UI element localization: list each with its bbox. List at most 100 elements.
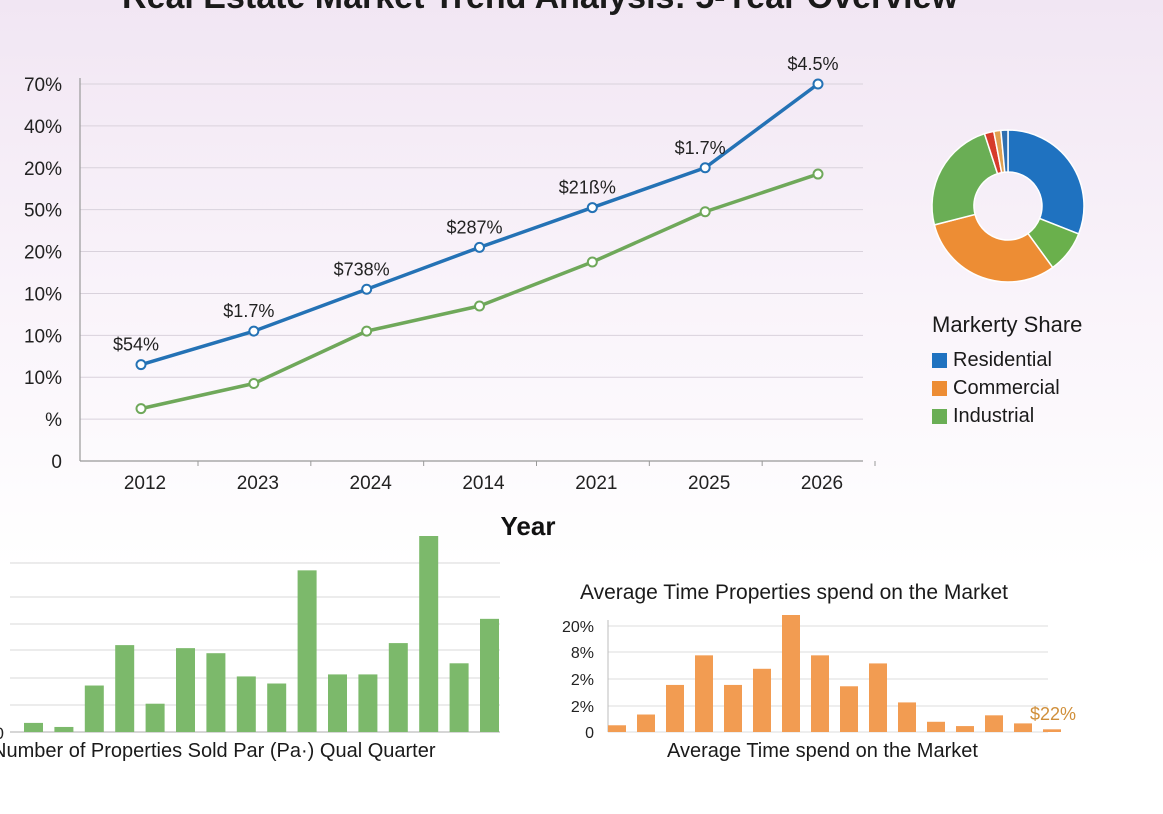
bar xyxy=(206,653,226,732)
bar xyxy=(1014,723,1032,732)
series-point-2 xyxy=(474,300,485,312)
bar xyxy=(388,643,408,732)
data-label: $287% xyxy=(446,217,502,237)
data-label: $21ß% xyxy=(559,178,616,198)
y-tick-label: 20% xyxy=(24,243,62,264)
donut-slice xyxy=(1007,129,1085,235)
series-point-2 xyxy=(248,378,260,390)
data-label: $4.5% xyxy=(787,54,838,74)
bar xyxy=(927,721,945,732)
properties-sold-bar-chart: 0 xyxy=(0,536,500,740)
bar xyxy=(84,685,104,732)
y-tick-label: 2% xyxy=(571,699,594,716)
y-tick-label: 20% xyxy=(24,159,62,180)
y-tick-label: 0 xyxy=(585,725,594,740)
bar xyxy=(358,674,378,732)
bar xyxy=(24,722,43,732)
donut-slice xyxy=(1000,129,1009,173)
donut-legend: Markerty Share Residential Commercial Indu… xyxy=(932,312,1152,430)
y-tick-label: % xyxy=(45,410,62,431)
bar xyxy=(840,686,858,732)
line-chart: 0% 10% 10% 10% 20% 50% 20% 40% 70% 2012 2023 2024 20… xyxy=(24,54,876,540)
y-tick-label: 8% xyxy=(571,645,594,662)
bar xyxy=(811,655,829,732)
series-point-2 xyxy=(361,325,373,337)
x-axis-title: Year xyxy=(501,511,556,540)
bar xyxy=(869,663,887,732)
x-tick-label: 2025 xyxy=(688,473,730,494)
y-tick-label: 20% xyxy=(562,619,594,636)
bar xyxy=(115,645,135,732)
series-point-1 xyxy=(699,162,711,174)
bar xyxy=(54,726,74,732)
y-tick-label: 10% xyxy=(24,368,62,389)
legend-label: Residential xyxy=(953,348,1052,371)
bar xyxy=(782,615,800,732)
y-tick-label: 0 xyxy=(51,452,62,473)
legend-item: Industrial xyxy=(932,402,1152,430)
bar xyxy=(666,684,684,732)
donut-title: Markerty Share xyxy=(932,312,1083,337)
y-tick-label: 10% xyxy=(24,326,62,347)
donut-chart xyxy=(931,129,1085,283)
bar xyxy=(236,676,256,732)
series-point-2 xyxy=(586,256,598,268)
y-tick-label: 2% xyxy=(571,672,594,689)
bar xyxy=(145,703,165,732)
y-tick-label: 70% xyxy=(24,75,62,96)
data-label: $1.7% xyxy=(675,138,726,158)
series-point-1 xyxy=(248,325,260,337)
bar-annotation: $22% xyxy=(1030,704,1076,724)
bar xyxy=(608,725,626,732)
legend-item: Commercial xyxy=(932,374,1152,402)
data-label: $738% xyxy=(334,259,390,279)
y-tick-label: 40% xyxy=(24,117,62,138)
legend-swatch xyxy=(932,408,947,424)
legend-label: Commercial xyxy=(953,376,1060,399)
bar xyxy=(419,536,439,732)
bar xyxy=(176,648,195,732)
x-tick-label: 2023 xyxy=(237,473,279,494)
x-tick-label: 2014 xyxy=(462,473,505,494)
donut-slice xyxy=(933,213,1054,283)
series-point-2 xyxy=(135,403,147,415)
x-tick-label: 2024 xyxy=(350,473,393,494)
main-title: Real Estate Market Trend Analysis: 5-Yea… xyxy=(0,0,1080,17)
y-tick-label: 50% xyxy=(24,201,62,222)
series-point-1 xyxy=(812,78,824,90)
time-on-market-bar-chart: 0 2% 2% 8% 20% $22% xyxy=(562,615,1076,740)
bar xyxy=(898,702,916,732)
bar xyxy=(637,714,655,732)
series-point-2 xyxy=(699,206,711,218)
series-point-1 xyxy=(474,241,485,253)
bar xyxy=(297,570,317,732)
legend-swatch xyxy=(932,380,947,396)
bar xyxy=(753,668,771,732)
bar xyxy=(449,663,469,732)
properties-sold-caption: Number of Properties Sold Par (Pa·) Qual… xyxy=(0,740,436,762)
y-tick-label: 10% xyxy=(24,284,62,305)
data-label: $54% xyxy=(113,335,159,355)
series-point-2 xyxy=(812,168,824,180)
legend-label: Industrial xyxy=(953,404,1035,427)
x-tick-label: 2012 xyxy=(124,473,166,494)
bar xyxy=(695,655,713,732)
data-label: $1.7% xyxy=(223,301,274,321)
x-tick-label: 2026 xyxy=(801,473,843,494)
bar xyxy=(1043,729,1061,732)
series-point-1 xyxy=(586,202,598,214)
legend-items: Residential Commercial Industrial xyxy=(932,346,1152,430)
bar xyxy=(724,684,742,732)
bar xyxy=(985,715,1003,732)
series-point-1 xyxy=(361,283,373,295)
donut-slice xyxy=(931,132,999,226)
y-tick-label: 0 xyxy=(0,724,4,740)
time-on-market-caption: Average Time spend on the Market xyxy=(667,740,978,762)
bar xyxy=(328,674,347,732)
series-point-1 xyxy=(135,359,147,371)
bar xyxy=(267,683,287,732)
x-tick-label: 2021 xyxy=(575,473,617,494)
bar xyxy=(480,618,499,732)
bar xyxy=(956,726,974,732)
